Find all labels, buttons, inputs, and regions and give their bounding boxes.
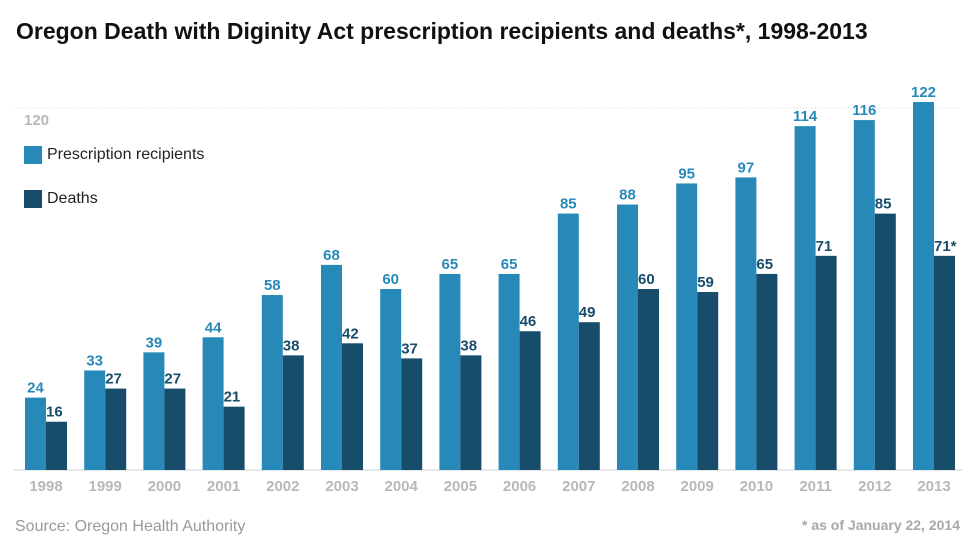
data-label-recipients: 24 (27, 380, 44, 397)
legend-label-deaths: Deaths (47, 190, 98, 207)
data-label-recipients: 58 (264, 277, 281, 294)
bar-recipients (321, 264, 342, 470)
bar-deaths (164, 388, 186, 470)
bar-deaths (342, 343, 363, 470)
bar-recipients (794, 126, 816, 470)
bar-deaths (697, 292, 719, 470)
bar-deaths (105, 388, 127, 470)
data-label-deaths: 46 (520, 313, 537, 330)
data-label-deaths: 38 (460, 337, 477, 354)
x-tick-label: 2009 (681, 478, 714, 495)
chart-title: Oregon Death with Diginity Act prescript… (16, 18, 868, 44)
bar-deaths (460, 355, 482, 470)
bar-deaths (874, 213, 896, 470)
y-tick-label: 120 (24, 112, 49, 129)
bar-recipients (261, 295, 283, 470)
data-label-deaths: 85 (875, 196, 892, 213)
x-tick-label: 2007 (562, 478, 595, 495)
bar-deaths (46, 421, 67, 470)
data-label-recipients: 65 (501, 256, 518, 273)
x-tick-label: 2001 (207, 478, 240, 495)
bar-recipients (380, 289, 402, 470)
bar-deaths (282, 355, 304, 470)
x-tick-label: 2003 (325, 478, 358, 495)
data-label-recipients: 95 (678, 165, 695, 182)
data-label-recipients: 85 (560, 196, 577, 213)
data-label-deaths: 71 (816, 238, 833, 255)
data-label-deaths: 16 (46, 404, 63, 421)
data-label-deaths: 27 (164, 371, 181, 388)
footnote: * as of January 22, 2014 (802, 517, 960, 533)
legend-label-recipients: Prescription recipients (47, 146, 205, 163)
x-tick-label: 2011 (799, 478, 832, 495)
bar-recipients (439, 273, 461, 470)
x-tick-label: 2000 (148, 478, 181, 495)
legend-item-recipients: Prescription recipients (24, 146, 204, 164)
bar-deaths (578, 322, 600, 470)
bar-recipients (853, 120, 875, 470)
x-tick-label: 2005 (444, 478, 477, 495)
bar-recipients (84, 370, 106, 470)
bar-recipients (735, 177, 757, 470)
legend-item-deaths: Deaths (24, 190, 98, 208)
bar-recipients (498, 273, 520, 470)
bar-deaths (638, 289, 659, 470)
data-label-deaths: 37 (401, 340, 418, 357)
data-label-recipients: 68 (323, 247, 340, 264)
bar-recipients (557, 213, 579, 470)
data-label-recipients: 39 (146, 334, 163, 351)
bar-recipients (202, 337, 224, 470)
data-label-recipients: 60 (382, 271, 399, 288)
data-label-recipients: 33 (86, 352, 103, 369)
x-tick-label: 2002 (266, 478, 299, 495)
x-tick-label: 2013 (917, 478, 950, 495)
data-label-deaths: 65 (756, 256, 773, 273)
data-label-recipients: 122 (911, 84, 936, 101)
x-tick-label: 2008 (621, 478, 654, 495)
data-label-recipients: 97 (738, 159, 755, 176)
data-label-recipients: 88 (619, 187, 636, 204)
data-label-recipients: 114 (793, 108, 818, 125)
data-label-deaths: 49 (579, 304, 596, 321)
data-label-deaths: 71* (934, 238, 957, 255)
data-label-deaths: 59 (697, 274, 714, 291)
bar-deaths (934, 255, 955, 470)
bar-recipients (617, 204, 638, 470)
data-label-recipients: 116 (852, 102, 876, 119)
data-label-deaths: 42 (342, 325, 359, 342)
x-tick-label: 2012 (858, 478, 891, 495)
data-label-recipients: 44 (205, 319, 222, 336)
x-tick-label: 1998 (29, 478, 62, 495)
data-label-deaths: 27 (105, 371, 122, 388)
bar-recipients (676, 183, 698, 470)
bar-deaths (223, 406, 245, 470)
bar-deaths (756, 273, 778, 470)
data-label-deaths: 21 (224, 389, 241, 406)
legend-swatch-deaths (24, 190, 42, 208)
x-tick-label: 1999 (89, 478, 122, 495)
bar-deaths (519, 331, 541, 470)
bar-recipients (913, 102, 934, 470)
data-label-recipients: 65 (442, 256, 459, 273)
data-label-deaths: 38 (283, 337, 300, 354)
bar-deaths (815, 255, 837, 470)
bar-recipients (143, 352, 165, 470)
x-tick-label: 2004 (385, 478, 419, 495)
x-tick-label: 2010 (740, 478, 773, 495)
x-tick-label: 2006 (503, 478, 536, 495)
legend-swatch-recipients (24, 146, 42, 164)
bar-recipients (25, 397, 46, 470)
bar-deaths (401, 358, 423, 470)
source-note: Source: Oregon Health Authority (15, 518, 246, 535)
data-label-deaths: 60 (638, 271, 655, 288)
